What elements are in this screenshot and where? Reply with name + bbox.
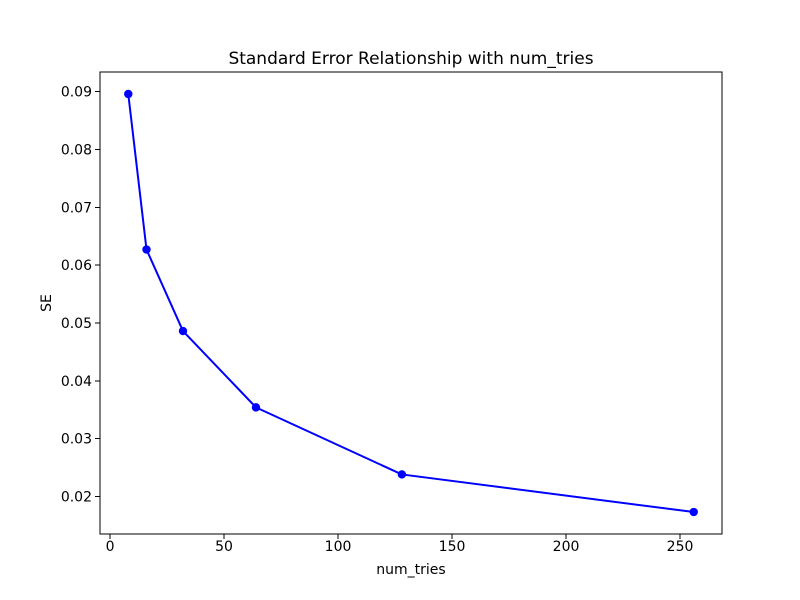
y-tick-label: 0.08: [61, 142, 92, 158]
x-tick-label: 150: [439, 539, 466, 555]
x-tick-label: 200: [553, 539, 580, 555]
chart-title: Standard Error Relationship with num_tri…: [228, 49, 593, 69]
x-tick-label: 250: [667, 539, 694, 555]
y-tick-label: 0.03: [61, 432, 92, 448]
y-tick-label: 0.09: [61, 85, 92, 101]
x-tick-label: 0: [106, 539, 115, 555]
y-axis-label: SE: [39, 294, 55, 312]
y-tick-label: 0.02: [61, 489, 92, 505]
x-tick-label: 100: [325, 539, 352, 555]
y-tick-label: 0.06: [61, 258, 92, 274]
plot-spines: [99, 71, 723, 535]
line-series: [127, 92, 695, 514]
x-axis-label: num_tries: [376, 562, 445, 578]
y-tick-label: 0.05: [61, 316, 92, 332]
x-tick-label: 50: [215, 539, 233, 555]
y-tick-label: 0.04: [61, 374, 92, 390]
y-tick-label: 0.07: [61, 200, 92, 216]
